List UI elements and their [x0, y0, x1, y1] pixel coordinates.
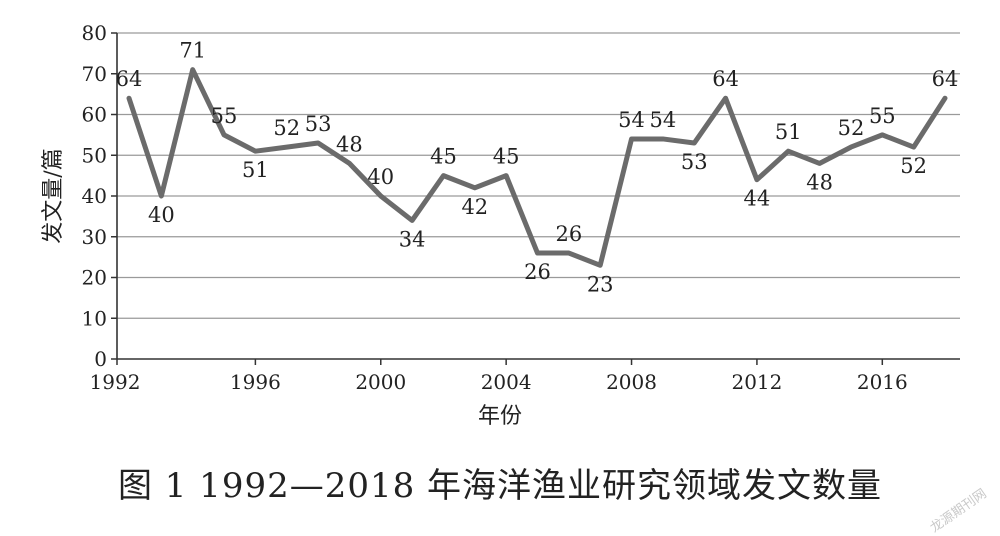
figure-caption: 图 1 1992—2018 年海洋渔业研究领域发文数量: [117, 466, 883, 506]
x-tick-label: 1992: [90, 370, 141, 394]
data-label: 52: [900, 154, 927, 178]
x-tick-label: 2012: [731, 370, 782, 394]
data-label: 44: [744, 187, 771, 211]
data-label: 48: [336, 132, 363, 156]
data-label: 26: [555, 222, 582, 246]
data-label: 45: [493, 145, 520, 169]
y-tick-label: 70: [82, 62, 107, 86]
data-label: 48: [806, 170, 833, 194]
data-label: 55: [211, 104, 238, 128]
y-tick-label: 10: [82, 306, 107, 330]
data-label: 51: [775, 120, 802, 144]
series-line: [126, 67, 948, 268]
y-tick-label: 60: [82, 103, 107, 127]
data-label: 23: [587, 272, 614, 296]
data-label: 34: [399, 227, 426, 251]
y-tick-label: 80: [82, 21, 107, 45]
data-label: 51: [242, 158, 269, 182]
series-polyline: [126, 67, 948, 268]
tick-labels: 0 10 20 30 40 50 60 70 80 1992 1996 2000 2004 2008 201…: [82, 21, 908, 394]
gridlines: [117, 32, 960, 319]
x-axis-label: 年份: [478, 404, 522, 429]
axes: [111, 32, 960, 365]
data-label: 54: [650, 108, 677, 132]
data-label: 42: [461, 195, 488, 219]
data-label: 53: [305, 112, 332, 136]
y-tick-label: 40: [82, 184, 107, 208]
data-label: 53: [681, 150, 708, 174]
data-label: 40: [367, 165, 394, 189]
x-tick-label: 2004: [481, 370, 532, 394]
data-label: 26: [524, 260, 551, 284]
data-label: 52: [273, 116, 300, 140]
y-tick-label: 0: [94, 347, 107, 371]
data-label: 40: [148, 203, 175, 227]
data-label: 45: [430, 145, 457, 169]
y-tick-label: 30: [82, 225, 107, 249]
y-tick-label: 20: [82, 266, 107, 290]
y-axis-label: 发文量/篇: [41, 148, 66, 243]
data-label: 54: [618, 108, 645, 132]
data-label: 64: [116, 67, 143, 91]
data-label: 52: [838, 116, 865, 140]
x-tick-label: 1996: [230, 370, 281, 394]
data-label: 71: [179, 39, 206, 63]
x-tick-label: 2016: [857, 370, 908, 394]
data-label: 64: [712, 67, 739, 91]
data-label: 64: [932, 67, 959, 91]
x-tick-label: 2000: [355, 370, 406, 394]
data-label: 55: [869, 104, 896, 128]
y-tick-label: 50: [82, 143, 107, 167]
x-tick-label: 2008: [606, 370, 657, 394]
